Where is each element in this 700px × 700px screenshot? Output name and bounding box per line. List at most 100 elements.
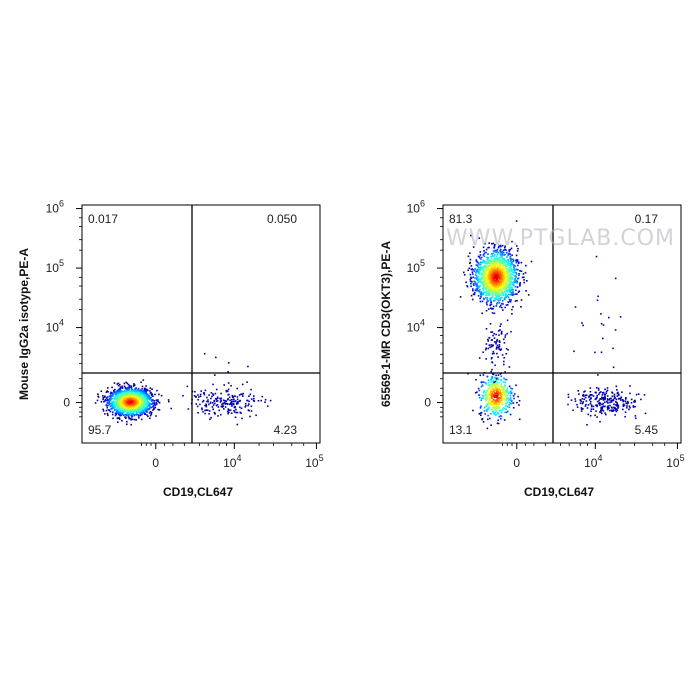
event-dot [105, 397, 108, 399]
event-dot [130, 396, 132, 398]
event-dot [502, 258, 504, 260]
event-dot [129, 409, 131, 412]
event-dot [508, 250, 511, 253]
event-dot [482, 267, 484, 270]
event-dot [513, 278, 516, 280]
event-dot [152, 395, 154, 397]
event-dot [501, 302, 503, 305]
event-dot [492, 287, 495, 289]
event-dot [505, 411, 508, 414]
event-dot [509, 248, 512, 251]
quadrant-label-tr: 0.050 [267, 212, 297, 226]
event-dot [609, 404, 611, 407]
event-dot [142, 390, 145, 392]
event-dot [584, 390, 586, 392]
event-dot [245, 404, 247, 407]
event-dot [598, 399, 600, 402]
event-dot [129, 394, 131, 396]
event-dot [500, 264, 502, 266]
event-dot [508, 366, 511, 368]
event-dot [114, 396, 117, 399]
event-dot [223, 408, 225, 410]
event-dot [579, 399, 582, 401]
event-dot [497, 280, 499, 282]
event-dot [239, 399, 241, 402]
event-dot [500, 323, 502, 325]
quadrant-label-bl: 13.1 [449, 423, 473, 437]
event-dot [509, 397, 512, 399]
quadrant-label-tl: 0.017 [88, 212, 118, 226]
event-dot [121, 401, 123, 403]
event-dot [516, 286, 519, 289]
event-dot [507, 296, 510, 299]
event-dot [128, 414, 130, 416]
event-dot [486, 375, 489, 378]
x-tick-exponent: 5 [319, 453, 324, 463]
event-dot [129, 412, 131, 414]
event-dot [127, 415, 129, 417]
event-dot [476, 283, 479, 285]
event-dot [494, 377, 497, 380]
event-dot [498, 297, 500, 300]
event-dot [509, 253, 511, 255]
event-dot [494, 383, 497, 385]
event-dot [495, 297, 498, 299]
event-dot [112, 393, 114, 395]
event-dot [511, 308, 513, 311]
event-dot [502, 387, 505, 389]
event-dot [499, 306, 501, 308]
event-dot [495, 294, 497, 297]
event-dot [221, 403, 223, 405]
event-dot [625, 398, 627, 400]
event-dot [512, 281, 514, 284]
event-dot [490, 357, 493, 360]
event-dot [249, 393, 252, 396]
event-dot [133, 407, 135, 410]
event-dot [523, 276, 525, 279]
event-dot [504, 336, 506, 338]
event-dot [126, 392, 129, 395]
event-dot [127, 403, 130, 405]
event-dot [491, 401, 494, 404]
event-dot [611, 410, 613, 412]
event-dot [144, 413, 146, 415]
event-dot [504, 287, 506, 290]
event-dot [211, 406, 214, 408]
event-dot [496, 379, 498, 381]
event-dot [509, 255, 512, 258]
event-dot [505, 399, 508, 401]
event-dot [614, 277, 617, 280]
event-dot [499, 244, 502, 247]
event-dot [514, 279, 516, 281]
event-dot [230, 401, 233, 403]
event-dot [131, 389, 134, 391]
event-dot [124, 406, 126, 409]
event-dot [492, 281, 494, 284]
event-dot [480, 399, 482, 402]
event-dot [518, 404, 520, 406]
event-dot [505, 290, 508, 293]
event-dot [505, 408, 507, 410]
event-dot [125, 396, 128, 398]
event-dot [491, 293, 494, 295]
event-dot [200, 390, 202, 392]
event-dot [498, 403, 500, 405]
event-dot [117, 402, 119, 405]
event-dot [117, 382, 120, 385]
event-dot [116, 405, 119, 408]
event-dot [514, 293, 517, 295]
event-dot [115, 395, 118, 397]
event-dot [477, 271, 479, 274]
event-dot [611, 392, 614, 394]
event-dot [491, 396, 493, 399]
event-dot [476, 260, 478, 263]
event-dot [508, 406, 511, 409]
event-dot [491, 331, 494, 333]
event-dot [149, 411, 152, 413]
event-dot [483, 394, 485, 397]
event-dot [497, 271, 499, 274]
event-dot [220, 413, 222, 416]
event-dot [499, 293, 501, 295]
event-dot [253, 397, 255, 400]
event-dot [223, 401, 226, 404]
